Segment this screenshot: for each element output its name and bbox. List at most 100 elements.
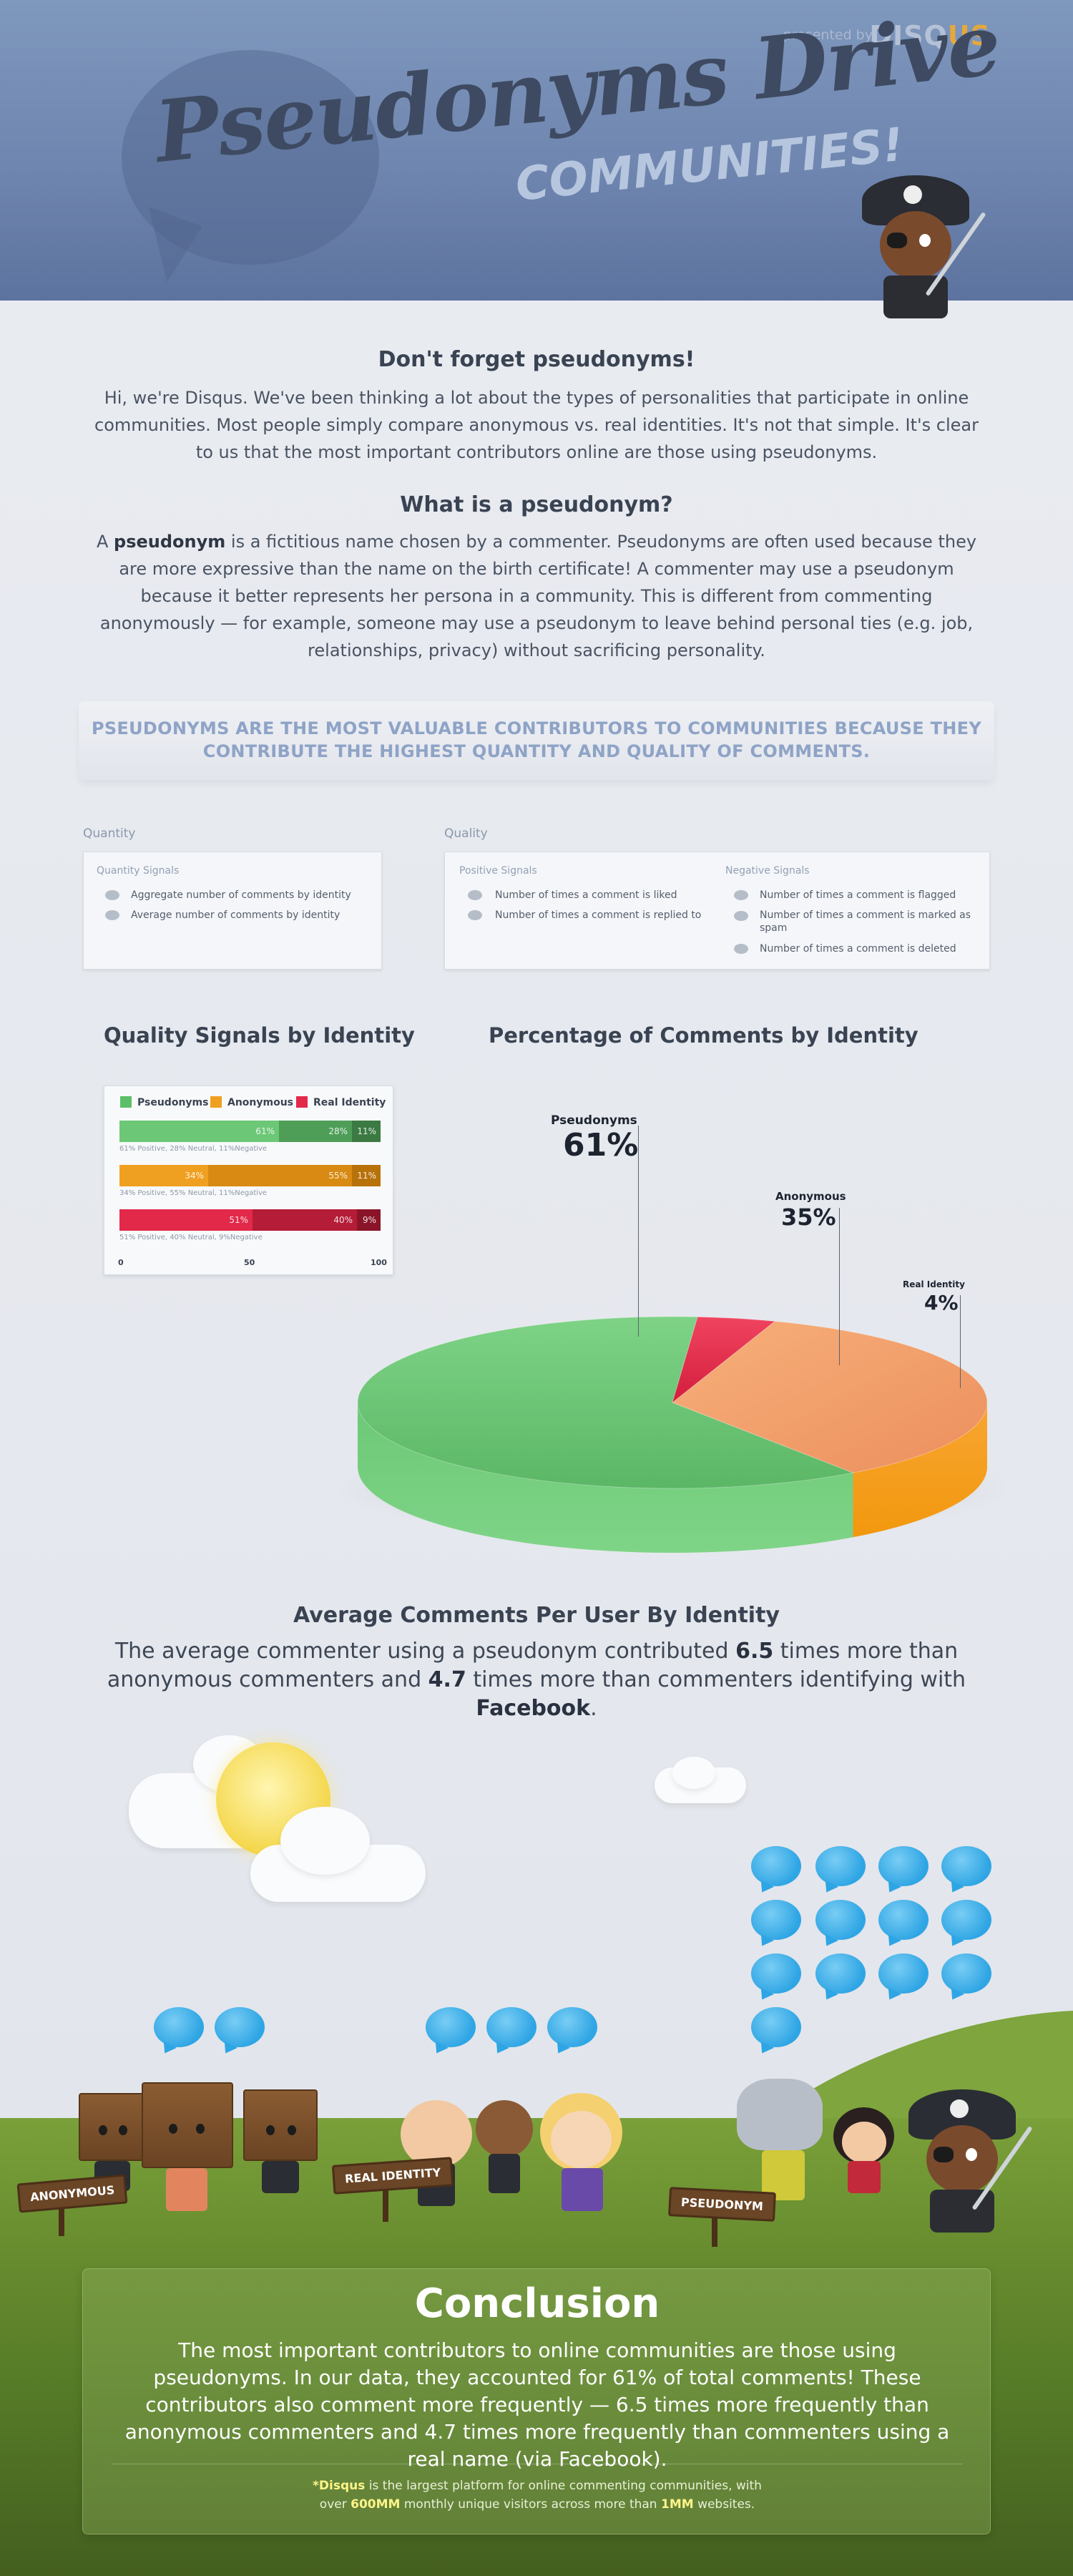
footnote-websites: 1MM bbox=[660, 2497, 694, 2512]
bar-segment-negative: 9% bbox=[357, 1209, 381, 1231]
average-heading: Average Comments Per User By Identity bbox=[293, 1603, 780, 1628]
comment-bubble-icon bbox=[154, 2007, 204, 2047]
bar-segment-positive: 34% bbox=[119, 1165, 208, 1186]
quality-label: Quality bbox=[444, 826, 488, 841]
character-body bbox=[489, 2154, 520, 2193]
average-body: The average commenter using a pseudonym … bbox=[57, 1637, 1016, 1723]
pie-value-anonymous: 35% bbox=[781, 1204, 836, 1231]
real-identity-character bbox=[401, 2100, 479, 2207]
quality-signals-heading: Quality Signals by Identity bbox=[104, 1023, 415, 1048]
robot-head bbox=[737, 2079, 823, 2150]
pie-slice-anonymous bbox=[672, 1321, 988, 1473]
quantity-signals-heading: Quantity Signals bbox=[97, 865, 180, 877]
cloud-graphic bbox=[672, 1757, 715, 1789]
spam-icon bbox=[734, 911, 748, 921]
intro-heading: Don't forget pseudonyms! bbox=[378, 347, 695, 372]
disqus-logo[interactable]: DISQUS bbox=[869, 20, 991, 52]
avg-brand-facebook: Facebook bbox=[476, 1696, 591, 1721]
intro-body: Hi, we're Disqus. We've been thinking a … bbox=[94, 388, 979, 462]
character-eye bbox=[196, 2124, 205, 2134]
character-eye bbox=[266, 2125, 275, 2135]
skull-icon bbox=[950, 2099, 969, 2118]
x-tick-label: 50 bbox=[244, 1258, 255, 1267]
delete-icon bbox=[734, 944, 748, 954]
legend-swatch bbox=[120, 1096, 132, 1108]
avg-text-c: times more than commenters identifying w… bbox=[473, 1667, 966, 1692]
banner-line-1: PSEUDONYMS ARE THE MOST VALUABLE CONTRIB… bbox=[91, 718, 982, 738]
legend-label: Pseudonyms bbox=[137, 1097, 209, 1108]
pie-slice-real-identity bbox=[672, 1316, 776, 1404]
positive-signal-item: Number of times a comment is liked bbox=[495, 889, 677, 901]
positive-signal-item: Number of times a comment is replied to bbox=[495, 909, 702, 921]
eye-patch bbox=[934, 2147, 954, 2162]
comment-icon bbox=[105, 910, 119, 920]
comment-bubble-icon bbox=[547, 2007, 597, 2047]
comment-bubble-icon bbox=[878, 1900, 929, 1940]
comment-bubble-icon bbox=[751, 1900, 801, 1940]
bar-segment-neutral: 28% bbox=[279, 1121, 352, 1142]
quality-signals-chart: Pseudonyms Anonymous Real Identity 61% 28… bbox=[104, 1085, 393, 1275]
percentage-heading: Percentage of Comments by Identity bbox=[489, 1023, 918, 1048]
conclusion-footnote: *Disqus is the largest platform for onli… bbox=[83, 2477, 991, 2514]
real-identity-character bbox=[540, 2093, 626, 2225]
bar-segment-negative: 11% bbox=[352, 1165, 381, 1186]
pie-leader-line bbox=[638, 1126, 639, 1337]
definition-body: A pseudonym is a fictitious name chosen … bbox=[86, 528, 987, 664]
definition-heading: What is a pseudonym? bbox=[400, 492, 673, 517]
comment-bubble-icon bbox=[815, 1846, 866, 1886]
bar-breakdown-note: 51% Positive, 40% Neutral, 9%Negative bbox=[119, 1234, 263, 1241]
negative-signal-item: Number of times a comment is deleted bbox=[760, 943, 956, 955]
character-body bbox=[166, 2168, 207, 2211]
comment-bubble-icon bbox=[941, 1953, 991, 1994]
definition-term: pseudonym bbox=[114, 532, 226, 552]
hero-header: presented by DISQUS Pseudonyms Drive COM… bbox=[0, 0, 1073, 301]
conclusion-panel: Conclusion The most important contributo… bbox=[82, 2268, 991, 2534]
character-body bbox=[562, 2168, 603, 2211]
footnote-visitors: 600MM bbox=[351, 2497, 401, 2512]
comment-bubble-icon bbox=[815, 1900, 866, 1940]
comment-bubble-icon bbox=[751, 1953, 801, 1994]
comment-bubble-icon bbox=[941, 1900, 991, 1940]
legend-label: Anonymous bbox=[227, 1097, 294, 1108]
paper-bag-head bbox=[79, 2093, 144, 2161]
comment-bubble-icon bbox=[751, 2007, 801, 2047]
comment-bubble-icon bbox=[426, 2007, 476, 2047]
negative-signal-item: Number of times a comment is flagged bbox=[760, 889, 956, 901]
speech-bubble-graphic bbox=[122, 50, 379, 265]
conclusion-title: Conclusion bbox=[414, 2280, 660, 2327]
footnote-text-c: monthly unique visitors across more than bbox=[403, 2497, 657, 2512]
bar-segment-positive: 61% bbox=[119, 1121, 279, 1142]
thumbs-up-icon bbox=[468, 890, 482, 900]
comment-bubble-icon bbox=[878, 1846, 929, 1886]
avg-text-a: The average commenter using a pseudonym … bbox=[114, 1639, 729, 1664]
quantity-signal-item: Average number of comments by identity bbox=[131, 909, 340, 921]
x-tick-label: 0 bbox=[118, 1258, 124, 1267]
comment-bubble-icon bbox=[751, 1846, 801, 1886]
character-body bbox=[262, 2161, 299, 2193]
pirate-mascot bbox=[908, 2089, 1033, 2240]
definition-lead: A bbox=[96, 532, 109, 552]
legend-label: Real Identity bbox=[313, 1097, 386, 1108]
positive-signals-heading: Positive Signals bbox=[459, 865, 537, 877]
definition-text: is a fictitious name chosen by a comment… bbox=[99, 532, 977, 660]
pie-side-anonymous bbox=[853, 1402, 987, 1538]
character-body bbox=[848, 2161, 881, 2193]
pie-leader-line bbox=[839, 1208, 840, 1365]
key-finding-banner: PSEUDONYMS ARE THE MOST VALUABLE CONTRIB… bbox=[79, 701, 994, 780]
pie-label-real-identity: Real Identity bbox=[903, 1279, 965, 1289]
quantity-signal-item: Aggregate number of comments by identity bbox=[131, 889, 351, 901]
quality-signals-card: Positive Signals Number of times a comme… bbox=[444, 852, 990, 970]
real-identity-character bbox=[476, 2100, 540, 2200]
sign-post bbox=[383, 2190, 388, 2222]
flag-icon bbox=[734, 890, 748, 900]
bar-segment-neutral: 40% bbox=[253, 1209, 357, 1231]
footnote-text-b: over bbox=[319, 2497, 347, 2512]
pie-label-anonymous: Anonymous bbox=[775, 1190, 846, 1203]
quantity-signals-card: Quantity Signals Aggregate number of com… bbox=[83, 852, 382, 970]
sign-pseudonym: PSEUDONYM bbox=[668, 2187, 776, 2222]
legend-item-pseudonyms: Pseudonyms bbox=[120, 1096, 208, 1108]
conclusion-body: The most important contributors to onlin… bbox=[124, 2338, 950, 2471]
reply-icon bbox=[468, 910, 482, 920]
legend-swatch bbox=[210, 1096, 222, 1108]
bar-segment-positive: 51% bbox=[119, 1209, 253, 1231]
